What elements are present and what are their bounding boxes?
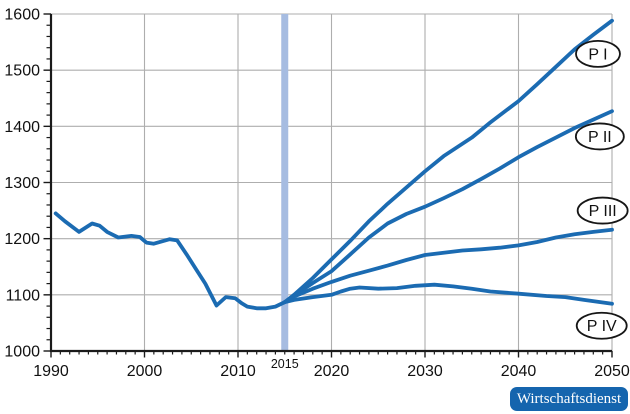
wirtschaftsdienst-badge: Wirtschaftsdienst — [510, 387, 628, 411]
series-line-p1 — [282, 18, 614, 305]
series-label-p2: P II — [588, 129, 612, 146]
y-axis-tick-label: 1200 — [4, 231, 40, 248]
reference-band-label: 2015 — [271, 357, 299, 371]
series-label-p3: P III — [589, 203, 617, 220]
x-axis-tick-label: 1990 — [33, 363, 69, 380]
y-axis-tick-label: 1100 — [6, 287, 41, 304]
wirtschaftsdienst-label: Wirtschaftsdienst — [516, 391, 622, 407]
series-line-p2 — [282, 109, 614, 305]
y-axis-tick-label: 1600 — [4, 7, 40, 24]
x-axis-tick-label: 2040 — [501, 363, 537, 380]
x-axis-tick-label: 2010 — [220, 363, 256, 380]
series-label-p4: P IV — [587, 318, 617, 335]
x-axis-tick-label: 2020 — [314, 363, 350, 380]
x-axis-tick-label: 2050 — [594, 363, 630, 380]
series-line-p4 — [282, 282, 614, 306]
x-axis-tick-label: 2030 — [407, 363, 443, 380]
series-line-p3 — [282, 227, 614, 305]
series-label-ellipse-p3 — [576, 196, 629, 225]
reference-band-2015 — [281, 14, 289, 351]
x-axis-tick-label: 2000 — [127, 363, 163, 380]
y-axis-tick-label: 1500 — [4, 63, 40, 80]
series-line-historical — [53, 211, 287, 311]
series-label-ellipse-p1 — [575, 39, 621, 68]
series-label-ellipse-p2 — [574, 122, 625, 151]
series-label-p1: P I — [588, 46, 607, 63]
y-axis-tick-label: 1000 — [4, 344, 40, 361]
series-label-ellipse-p4 — [575, 311, 628, 340]
y-axis-tick-label: 1400 — [4, 119, 40, 136]
y-axis-tick-label: 1300 — [4, 175, 40, 192]
